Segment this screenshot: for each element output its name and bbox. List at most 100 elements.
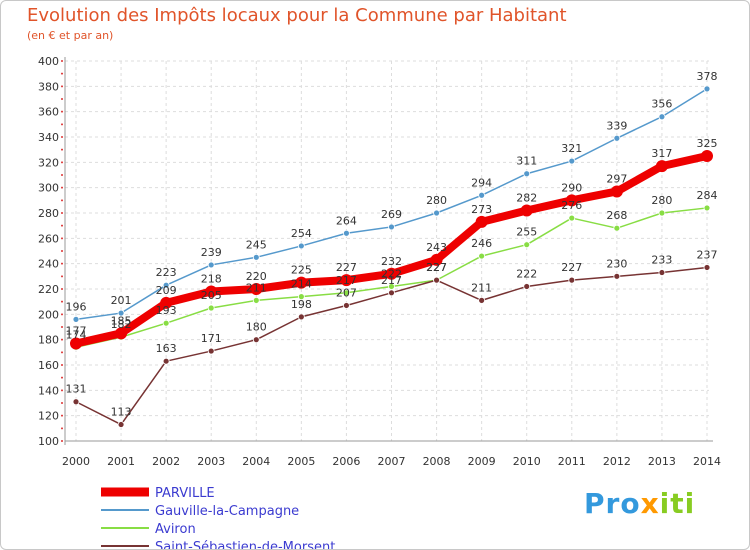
data-point [297, 313, 305, 321]
legend-label: Gauville-la-Campagne [155, 504, 299, 519]
data-label: 339 [606, 119, 627, 132]
data-point [297, 293, 305, 301]
y-axis-minor-tick [61, 60, 63, 62]
x-tick-label: 2010 [513, 455, 541, 468]
y-tick-label: 140 [38, 384, 59, 397]
y-axis-minor-tick [61, 364, 63, 366]
data-point [388, 223, 395, 231]
data-label: 223 [156, 266, 177, 279]
data-label: 207 [336, 286, 357, 299]
data-point [207, 347, 215, 355]
data-label: 280 [426, 194, 447, 207]
data-point [613, 272, 621, 280]
data-label: 245 [246, 238, 267, 251]
data-point [297, 242, 305, 250]
data-point [523, 170, 531, 178]
data-label: 290 [561, 181, 582, 194]
data-label: 218 [201, 273, 222, 286]
y-tick-label: 340 [38, 131, 59, 144]
data-label: 227 [426, 261, 447, 274]
data-point [478, 296, 486, 304]
data-point [703, 85, 711, 93]
x-tick-label: 2004 [242, 455, 270, 468]
data-point [115, 327, 128, 340]
y-axis-minor-tick [61, 110, 63, 113]
x-tick-label: 2002 [152, 455, 180, 468]
data-point [388, 289, 395, 297]
data-point [252, 253, 260, 261]
data-label: 311 [516, 155, 537, 168]
data-label: 378 [697, 70, 718, 83]
data-label: 284 [697, 189, 718, 202]
y-tick-label: 260 [38, 232, 59, 245]
y-axis-minor-tick [61, 414, 63, 417]
y-tick-label: 120 [38, 410, 59, 423]
y-axis-minor-tick [61, 85, 63, 88]
data-point [523, 283, 531, 290]
data-label: 269 [381, 208, 402, 221]
y-axis-minor-tick [61, 300, 63, 303]
y-tick-label: 300 [38, 182, 59, 195]
x-tick-label: 2000 [62, 455, 90, 468]
y-tick-label: 360 [38, 106, 59, 119]
y-axis-minor-tick [61, 376, 63, 379]
y-axis-minor-tick [61, 326, 63, 328]
x-tick-label: 2006 [332, 455, 360, 468]
data-label: 237 [697, 248, 718, 261]
data-point [295, 276, 308, 289]
data-label: 268 [606, 209, 627, 222]
y-tick-label: 180 [38, 334, 59, 347]
y-axis-minor-tick [61, 72, 63, 75]
y-axis-minor-tick [61, 98, 63, 100]
y-axis-minor-tick [61, 275, 63, 278]
y-axis-minor-tick [61, 186, 63, 189]
x-tick-label: 2012 [603, 455, 631, 468]
data-point [523, 241, 531, 249]
data-point [160, 296, 173, 309]
legend-label: Saint-Sébastien-de-Morsent [155, 540, 335, 550]
data-point [207, 261, 215, 269]
x-tick-label: 2007 [378, 455, 406, 468]
data-label: 321 [561, 142, 582, 155]
data-point [343, 302, 350, 309]
y-tick-label: 240 [38, 258, 59, 271]
data-label: 356 [651, 98, 672, 111]
data-point [72, 398, 80, 406]
data-point [162, 319, 170, 327]
y-axis-minor-tick [61, 212, 63, 214]
data-point [610, 185, 623, 198]
x-tick-label: 2009 [468, 455, 496, 468]
data-label: 220 [246, 270, 267, 283]
data-point [72, 315, 80, 323]
data-label: 325 [697, 137, 718, 150]
data-label: 227 [426, 261, 447, 274]
x-tick-label: 2011 [558, 455, 586, 468]
chart-title: Evolution des Impôts locaux pour la Comm… [27, 5, 567, 26]
proxiti-logo: Proxiti [584, 487, 695, 520]
y-axis-minor-tick [61, 338, 63, 341]
data-label: 177 [66, 324, 87, 337]
y-tick-label: 380 [38, 80, 59, 93]
x-tick-label: 2013 [648, 455, 676, 468]
data-label: 209 [156, 284, 177, 297]
data-point [565, 194, 578, 207]
y-tick-label: 100 [38, 435, 59, 448]
data-label: 180 [246, 321, 267, 334]
data-label: 232 [381, 255, 402, 268]
y-axis-minor-tick [61, 262, 63, 265]
data-label: 113 [111, 406, 132, 419]
data-point [250, 283, 263, 295]
y-tick-label: 400 [38, 55, 59, 68]
y-tick-label: 200 [38, 308, 59, 321]
data-label: 255 [516, 226, 537, 239]
x-tick-label: 2008 [423, 455, 451, 468]
logo-part-1: Pro [584, 487, 641, 520]
data-point [252, 296, 260, 304]
data-point [568, 276, 576, 284]
y-axis-minor-tick [61, 313, 63, 316]
data-label: 254 [291, 227, 312, 240]
data-point [117, 309, 125, 317]
y-axis-minor-tick [61, 351, 63, 354]
data-label: 282 [516, 191, 537, 204]
y-axis-minor-tick [61, 237, 63, 240]
